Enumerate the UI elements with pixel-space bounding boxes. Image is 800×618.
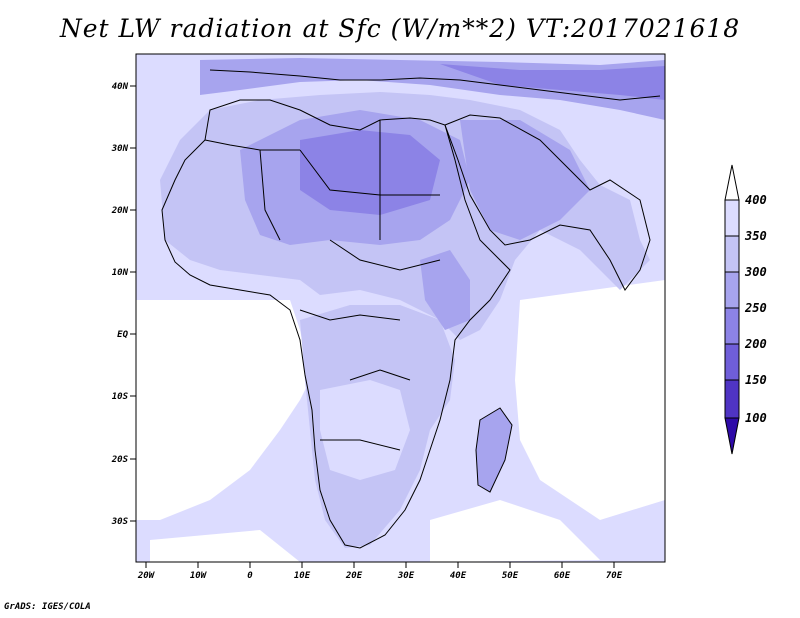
lat-tick-label: EQ — [117, 330, 128, 340]
colorbar-segment — [724, 379, 740, 419]
lon-tick-label: 50E — [502, 571, 519, 581]
lon-tick-label: 70E — [606, 571, 623, 581]
colorbar-label: 300 — [744, 265, 767, 279]
colorbar-label: 100 — [745, 411, 767, 425]
lat-axis: 40N 30N 20N 10N EQ 10S 20S 30S — [111, 82, 136, 527]
colorbar-label: 150 — [745, 373, 767, 387]
lon-tick-label: 0 — [247, 571, 253, 581]
lon-axis: 20W 10W 0 10E 20E 30E 40E 50E 60E 70E — [137, 562, 623, 581]
colorbar-label: 400 — [745, 193, 767, 207]
colorbar-labels: 400 350 300 250 200 150 100 — [744, 193, 767, 425]
chart-title: Net LW radiation at Sfc (W/m**2) VT:2017… — [59, 14, 741, 43]
map-field-white-patches — [136, 280, 665, 562]
colorbar-label: 250 — [744, 301, 767, 315]
lat-tick-label: 20N — [111, 206, 129, 216]
lat-tick-label: 10S — [112, 392, 129, 402]
colorbar-bottom-arrow — [724, 417, 740, 455]
lon-tick-label: 20E — [345, 571, 363, 581]
colorbar-top-arrow — [724, 164, 740, 201]
colorbar — [724, 164, 740, 455]
footer-credit: GrADS: IGES/COLA — [4, 602, 91, 612]
map-frame — [135, 53, 666, 563]
map-field-land — [160, 58, 665, 548]
lon-tick-label: 30E — [397, 571, 415, 581]
lat-tick-label: 30S — [111, 517, 129, 527]
lat-tick-label: 20S — [111, 455, 129, 465]
lon-tick-label: 60E — [554, 571, 571, 581]
lon-tick-label: 10E — [294, 571, 311, 581]
colorbar-segment — [724, 235, 740, 273]
colorbar-segment — [724, 343, 740, 381]
map-coastlines — [161, 69, 661, 549]
lon-tick-label: 40E — [450, 571, 467, 581]
colorbar-segment — [724, 199, 740, 237]
lon-tick-label: 10W — [190, 571, 208, 581]
colorbar-label: 200 — [744, 337, 767, 351]
lat-tick-label: 30N — [111, 144, 129, 154]
lat-tick-label: 10N — [112, 268, 129, 278]
lon-tick-label: 20W — [137, 571, 156, 581]
colorbar-segment — [724, 271, 740, 309]
colorbar-label: 350 — [744, 229, 767, 243]
lat-tick-label: 40N — [112, 82, 129, 92]
colorbar-segment — [724, 307, 740, 345]
